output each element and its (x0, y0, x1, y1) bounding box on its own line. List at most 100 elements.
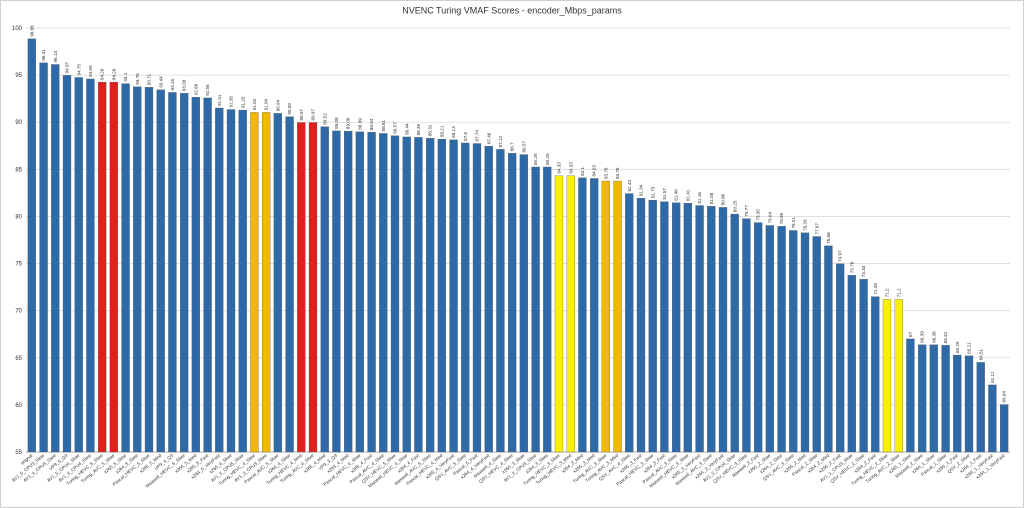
bar (180, 93, 189, 453)
value-label: 82.43 (627, 180, 632, 192)
bar (636, 198, 646, 453)
value-label: 90.94 (275, 99, 280, 111)
value-label: 89.52 (322, 113, 327, 125)
bar (964, 355, 974, 453)
value-label: 84.03 (592, 165, 597, 177)
bar (695, 205, 704, 453)
bar (344, 130, 353, 453)
value-label: 81.57 (662, 188, 667, 200)
bar (976, 362, 985, 453)
value-label: 76.88 (826, 232, 831, 244)
bar (226, 109, 236, 453)
value-label: 93.08 (182, 79, 187, 91)
value-label: 80.96 (721, 193, 726, 205)
value-label: 77.87 (814, 223, 819, 235)
value-label: 90.59 (287, 103, 292, 115)
value-label: 91.35 (229, 96, 234, 108)
bar (871, 296, 880, 453)
y-tick-label: 75 (15, 262, 22, 268)
bar (308, 122, 318, 453)
value-label: 92.58 (205, 84, 210, 96)
y-tick-label: 85 (15, 167, 22, 173)
bar (590, 178, 599, 453)
bar (472, 143, 482, 453)
value-label: 88.81 (381, 119, 386, 131)
value-label: 87.46 (486, 132, 491, 144)
y-tick-label: 55 (15, 450, 22, 456)
bar (168, 92, 177, 453)
value-label: 89.97 (311, 109, 316, 121)
bar (707, 206, 716, 453)
value-label: 87.74 (475, 130, 480, 142)
value-label: 88.13 (451, 126, 456, 138)
value-label: 71.2 (885, 288, 890, 297)
value-label: 79.04 (767, 212, 772, 224)
value-label: 88.99 (357, 118, 362, 130)
bar (367, 132, 376, 453)
bar (437, 138, 446, 453)
value-label: 94.26 (100, 68, 105, 80)
bar (156, 89, 165, 453)
value-label: 85.25 (533, 153, 538, 165)
value-label: 60.04 (1002, 391, 1007, 403)
value-label: 86.57 (521, 141, 526, 153)
bar (285, 116, 294, 453)
bar (74, 77, 83, 453)
bar (847, 275, 856, 453)
value-label: 88.57 (393, 122, 398, 134)
value-label: 89.97 (299, 109, 304, 121)
value-label: 89.06 (346, 117, 351, 129)
bar (543, 166, 552, 453)
value-label: 81.94 (639, 184, 644, 196)
bar (894, 299, 903, 453)
bar (836, 263, 845, 453)
bar (121, 83, 130, 453)
y-tick-label: 95 (15, 73, 22, 79)
value-label: 94.1 (123, 72, 128, 81)
value-label: 73.76 (849, 261, 854, 273)
value-label: 91.51 (217, 94, 222, 106)
bar (789, 230, 798, 453)
bar (426, 137, 435, 453)
bar (648, 199, 657, 453)
bar (578, 177, 587, 453)
bar (215, 107, 224, 453)
bar (800, 232, 810, 453)
bar (672, 202, 681, 453)
bar (765, 225, 774, 453)
bar (683, 203, 692, 453)
value-label: 88.44 (404, 123, 409, 135)
value-label: 71.49 (873, 283, 878, 295)
bar (496, 149, 505, 453)
value-label: 94.59 (88, 65, 93, 77)
bar (484, 146, 493, 453)
bar (1000, 404, 1009, 453)
bar (882, 299, 892, 453)
value-label: 88.39 (416, 123, 421, 135)
bar (332, 130, 341, 453)
value-label: 96.31 (41, 49, 46, 61)
value-label: 81.08 (709, 192, 714, 204)
value-label: 64.51 (978, 348, 983, 360)
chart-title: NVENC Turing VMAF Scores - encoder_Mbps_… (402, 5, 622, 15)
value-label: 87.8 (463, 132, 468, 141)
bar (390, 135, 400, 453)
y-tick-label: 70 (15, 309, 22, 315)
value-label: 81.16 (697, 192, 702, 204)
value-label: 81.41 (685, 189, 690, 201)
bar (461, 142, 470, 453)
bar (320, 126, 329, 453)
value-label: 91.04 (264, 98, 269, 110)
bar (379, 133, 388, 453)
value-label: 93.76 (135, 73, 140, 85)
bar (929, 344, 938, 453)
value-label: 65.21 (967, 342, 972, 354)
bar (191, 97, 200, 453)
bar (613, 180, 622, 453)
bar (519, 154, 528, 453)
value-label: 81.46 (674, 189, 679, 201)
bar (238, 109, 247, 453)
value-label: 88.21 (439, 125, 444, 137)
value-label: 78.95 (779, 212, 784, 224)
bar (51, 64, 60, 453)
